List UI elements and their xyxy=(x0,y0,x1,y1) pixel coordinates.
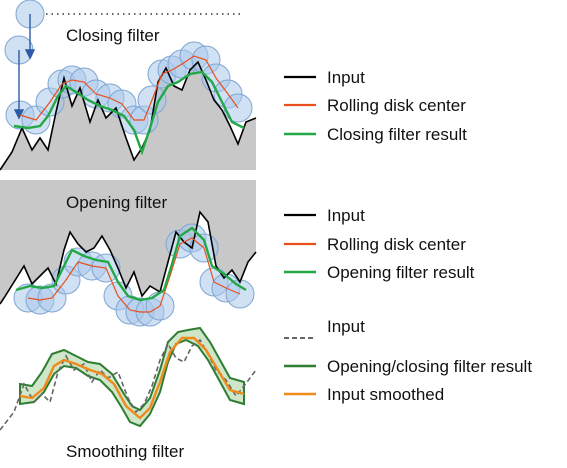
legend-disk-center-label: Rolling disk center xyxy=(327,235,466,254)
opening-input-line xyxy=(0,210,257,305)
smoothing-title: Smoothing filter xyxy=(66,442,184,461)
opening-input-area xyxy=(0,180,256,304)
opening-title: Opening filter xyxy=(66,193,167,212)
legend-input-label: Input xyxy=(327,317,365,336)
legend-disk-center-label: Rolling disk center xyxy=(327,96,466,115)
smoothing-panel: Smoothing filter xyxy=(0,326,257,461)
closing-disk-center-line xyxy=(19,55,239,121)
opening-legend: Input Rolling disk center Opening filter… xyxy=(284,206,475,282)
arrow-head-icon xyxy=(13,109,25,120)
legend-input-label: Input xyxy=(327,68,365,87)
legend-opening-result-label: Opening filter result xyxy=(327,263,475,282)
closing-legend: Input Rolling disk center Closing filter… xyxy=(284,68,467,144)
legend-open-close-result-label: Opening/closing filter result xyxy=(327,357,532,376)
smoothing-legend: Input Opening/closing filter result Inpu… xyxy=(284,317,532,404)
smoothing-input-line xyxy=(0,338,257,431)
closing-panel: Closing filter xyxy=(0,0,257,171)
legend-input-label: Input xyxy=(327,206,365,225)
legend-smoothed-label: Input smoothed xyxy=(327,385,444,404)
closing-title: Closing filter xyxy=(66,26,160,45)
opening-result-line xyxy=(15,226,247,302)
closing-arrows xyxy=(13,14,36,120)
smoothing-result-line xyxy=(19,336,245,420)
opening-disk-center-line xyxy=(27,237,241,313)
legend-closing-result-label: Closing filter result xyxy=(327,125,467,144)
closing-result-line xyxy=(13,70,245,156)
closing-input-line xyxy=(0,60,257,171)
opening-panel: Opening filter xyxy=(0,180,257,327)
arrow-head-icon xyxy=(24,49,36,60)
